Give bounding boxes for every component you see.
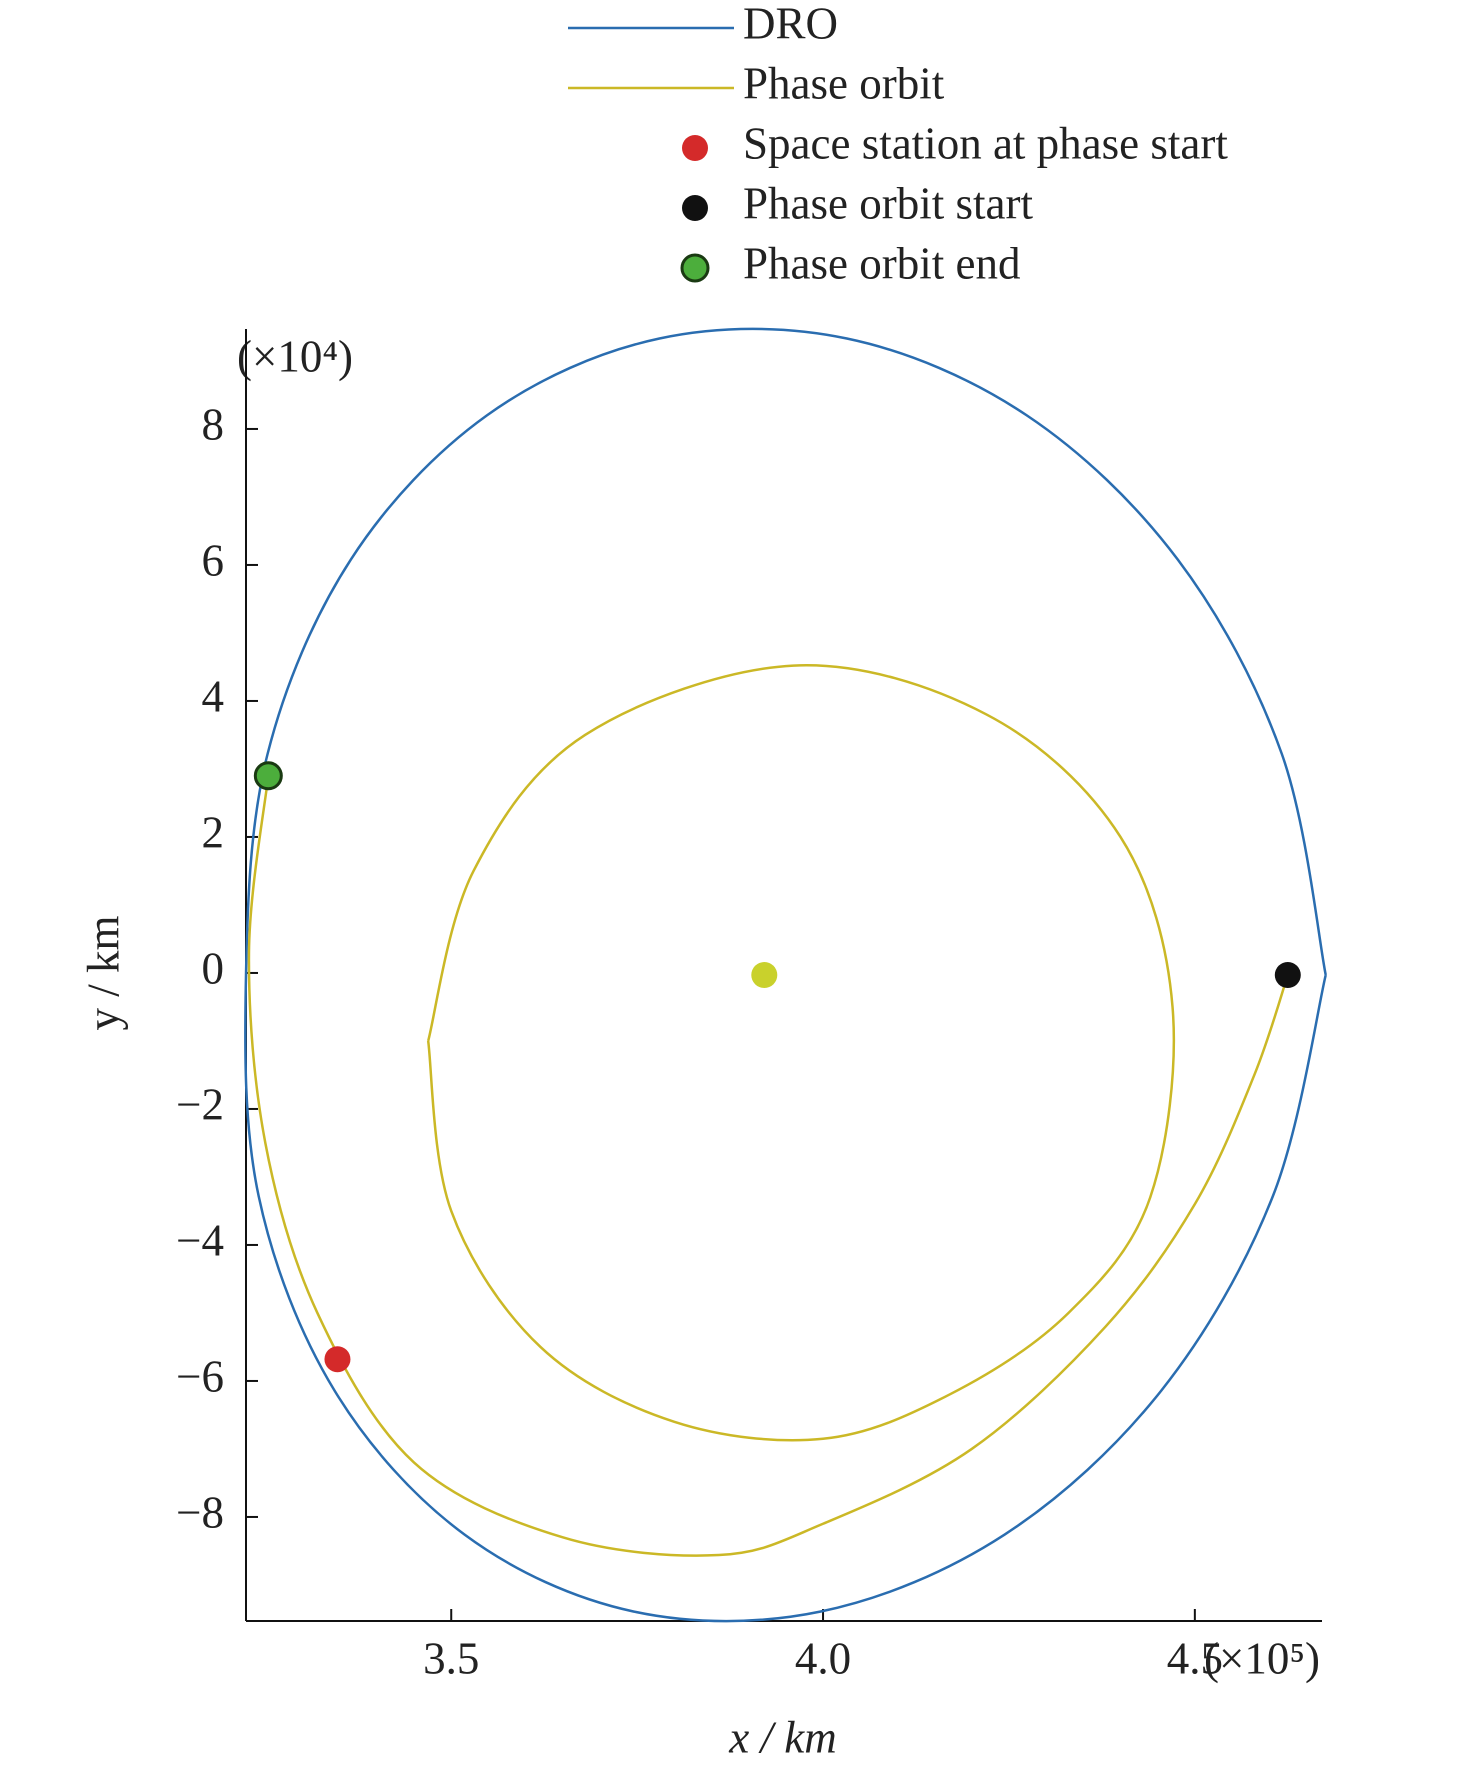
y-tick-label: −8 bbox=[176, 1487, 224, 1537]
legend-label: Phase orbit start bbox=[743, 178, 1033, 228]
x-axis-label: x / km bbox=[728, 1712, 836, 1762]
x-tick-label: 4.0 bbox=[795, 1633, 851, 1683]
x-tick-label: 3.5 bbox=[423, 1633, 479, 1683]
y-tick-label: 2 bbox=[202, 807, 225, 857]
legend-label: Phase orbit end bbox=[743, 238, 1020, 288]
point-marker bbox=[1274, 962, 1301, 988]
x-multiplier: (×10⁵) bbox=[1204, 1633, 1320, 1683]
y-tick-label: −2 bbox=[176, 1079, 224, 1129]
series-line bbox=[247, 664, 1289, 1557]
legend-marker bbox=[682, 195, 708, 221]
legend-marker bbox=[682, 135, 708, 161]
legend-label: DRO bbox=[743, 0, 838, 48]
y-tick-label: −6 bbox=[176, 1351, 224, 1401]
legend-marker bbox=[680, 253, 710, 283]
y-tick-label: 6 bbox=[202, 535, 225, 585]
point-marker bbox=[751, 962, 778, 988]
point-marker bbox=[253, 761, 283, 791]
point-marker bbox=[324, 1346, 351, 1373]
y-axis-label: y / km bbox=[78, 915, 128, 1030]
y-tick-label: 4 bbox=[202, 671, 225, 721]
y-tick-label: −4 bbox=[176, 1215, 224, 1265]
x-tick-label: 4.5 bbox=[1167, 1633, 1223, 1683]
y-tick-label: 0 bbox=[202, 943, 225, 993]
legend-label: Phase orbit bbox=[743, 58, 945, 108]
legend-label: Space station at phase start bbox=[743, 118, 1228, 168]
y-tick-label: 8 bbox=[202, 399, 225, 449]
y-multiplier: (×10⁴) bbox=[237, 331, 353, 381]
series-line bbox=[244, 327, 1327, 1623]
